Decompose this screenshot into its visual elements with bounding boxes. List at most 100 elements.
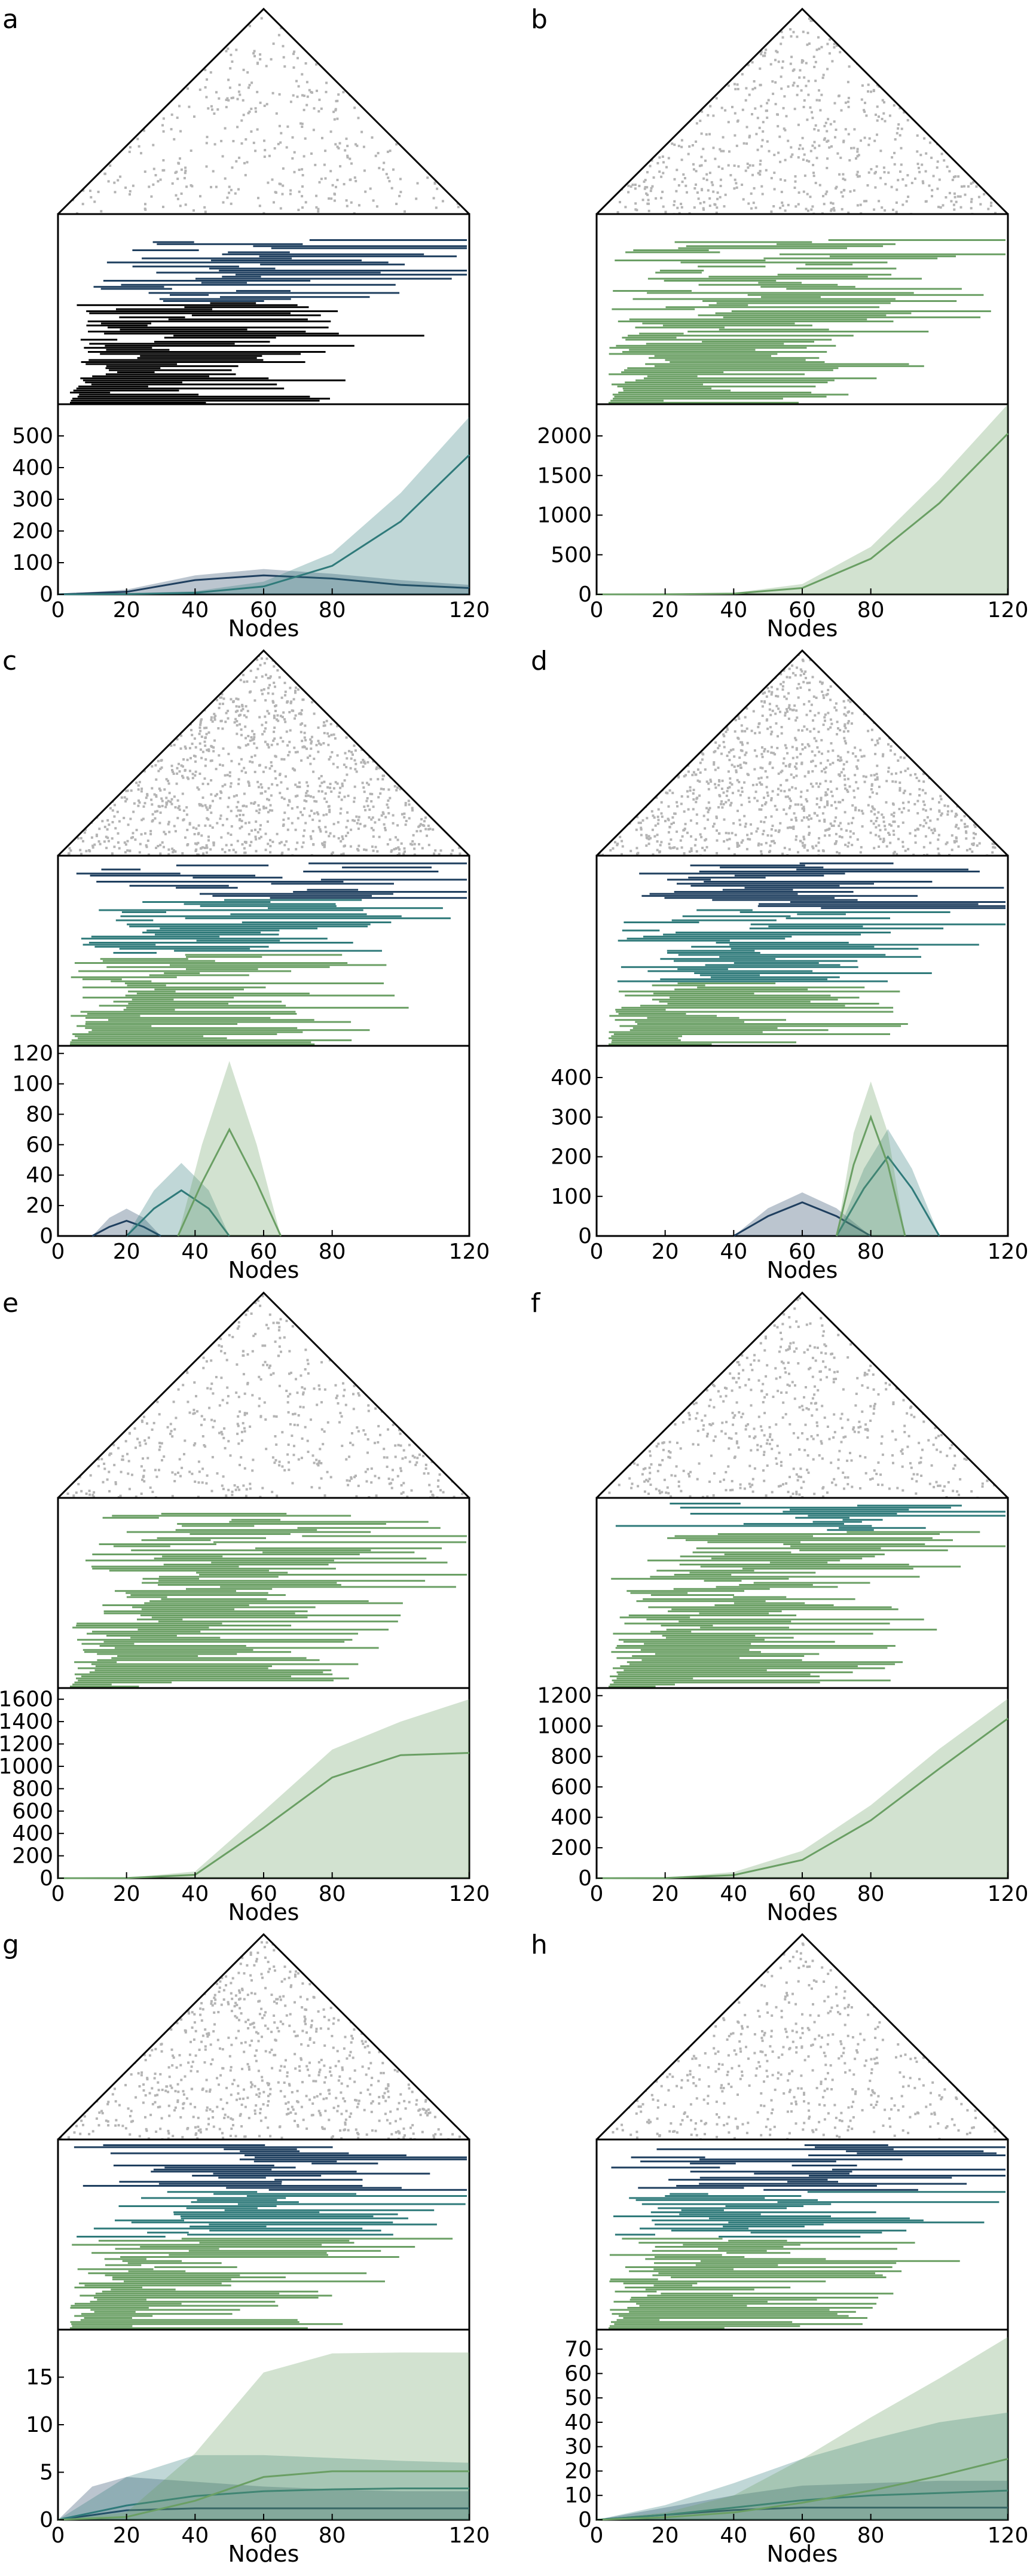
matrix-dot [446,710,449,713]
matrix-dot [613,672,616,674]
matrix-dot [158,822,161,825]
lifetime-bar [72,1033,277,1035]
matrix-dot [652,707,655,710]
matrix-dot [298,169,301,171]
matrix-dot [433,852,436,855]
matrix-dot [773,171,776,174]
matrix-dot [134,838,137,841]
matrix-dot [136,730,139,732]
matrix-dot [66,721,69,724]
matrix-dot [283,682,286,685]
matrix-dot [164,68,167,71]
matrix-dot [983,113,986,116]
lifetime-bar [628,334,854,337]
matrix-dot [848,9,851,12]
matrix-dot [187,777,190,780]
matrix-dot [216,698,218,701]
matrix-dot [768,666,771,668]
matrix-dot [738,756,741,759]
matrix-dot [606,69,609,72]
matrix-dot [313,712,316,715]
matrix-dot [371,691,374,694]
matrix-dot [230,188,233,191]
matrix-dot [680,846,683,849]
lifetime-bar [149,974,249,976]
matrix-dot [143,129,145,132]
matrix-dot [929,116,932,119]
matrix-dot [175,782,178,785]
matrix-dot [807,93,810,96]
matrix-dot [276,743,279,746]
lifetime-bar [760,286,855,288]
matrix-dot [464,802,467,805]
matrix-dot [338,685,341,688]
matrix-dot [220,682,223,685]
matrix-dot [393,682,396,685]
matrix-dot [265,807,268,810]
matrix-dot [744,825,747,828]
matrix-dot [247,833,250,836]
matrix-dot [698,81,701,83]
matrix-dot [91,33,94,36]
matrix-dot [663,56,666,59]
matrix-dot [395,789,398,792]
lifetime-bar [271,883,394,885]
matrix-dot [664,41,667,44]
matrix-dot [918,105,921,108]
matrix-dot [230,782,233,785]
matrix-dot [273,652,276,655]
matrix-dot [153,725,156,728]
matrix-dot [624,20,626,23]
matrix-dot [600,712,603,715]
matrix-dot [233,656,236,659]
matrix-dot [673,670,676,673]
matrix-dot [347,831,349,834]
matrix-dot [676,708,679,711]
series-band [58,569,469,594]
matrix-dot [640,79,643,82]
matrix-dot [143,728,146,731]
matrix-dot [64,768,67,771]
matrix-dot [720,47,723,50]
matrix-dot [805,798,808,801]
matrix-dot [736,119,739,122]
matrix-dot [454,139,457,142]
lifetime-bar [680,261,888,264]
matrix-dot [620,120,623,122]
matrix-dot [854,774,857,777]
matrix-dot [354,84,357,87]
matrix-dot [960,61,962,64]
matrix-dot [838,94,840,97]
lifetime-bar [618,392,812,393]
matrix-dot [401,97,404,100]
matrix-dot [766,140,769,143]
matrix-dot [683,659,685,662]
matrix-dot [797,729,800,732]
matrix-dot [301,94,304,97]
matrix-dot [136,108,139,111]
matrix-dot [990,173,993,176]
matrix-dot [973,54,975,57]
matrix-dot [184,169,187,172]
matrix-dot [72,651,75,654]
matrix-dot [389,838,392,841]
matrix-dot [705,678,708,681]
matrix-dot [256,90,259,93]
matrix-dot [780,191,783,193]
matrix-dot [59,737,62,740]
matrix-dot [354,722,356,725]
matrix-dot [857,759,860,762]
matrix-dot [421,847,424,850]
matrix-dot [866,184,869,187]
matrix-dot [316,89,318,92]
matrix-dot [420,818,423,821]
matrix-dot [624,749,627,752]
matrix-dot [427,759,430,762]
matrix-dot [301,73,304,76]
matrix-dot [157,703,160,706]
matrix-dot [827,15,830,18]
lifetime-bar [154,341,270,343]
matrix-dot [94,59,97,62]
matrix-dot [893,815,896,817]
matrix-dot [332,787,335,790]
